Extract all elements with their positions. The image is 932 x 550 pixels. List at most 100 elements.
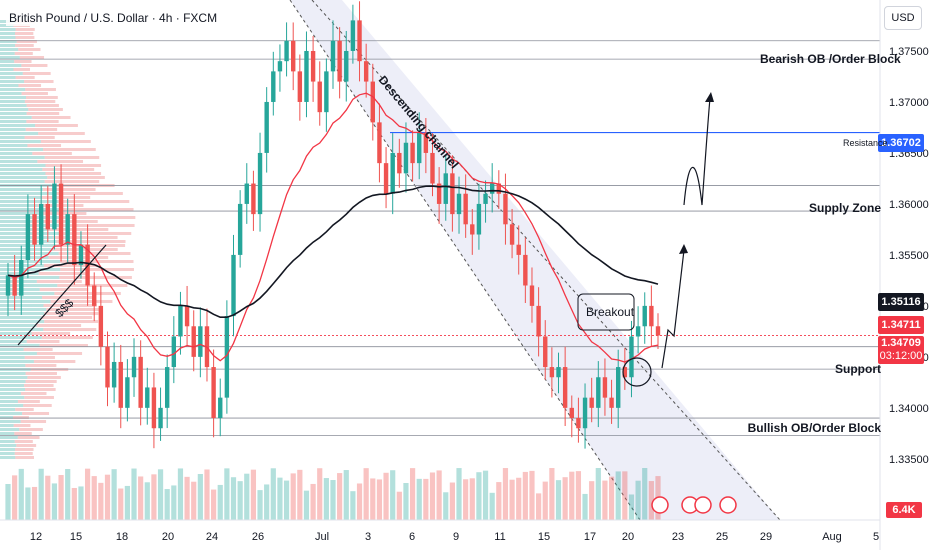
profile-bar-up — [0, 256, 49, 259]
profile-bar-up — [0, 336, 42, 339]
volume-bar — [476, 472, 482, 520]
x-tick-label: Aug — [822, 531, 842, 543]
profile-bar-down — [44, 180, 100, 183]
profile-bar-up — [0, 352, 37, 355]
candle-body — [629, 336, 634, 378]
profile-bar-up — [0, 276, 60, 279]
profile-bar-down — [42, 188, 96, 191]
profile-bar-up — [0, 300, 51, 303]
profile-bar-down — [43, 148, 96, 151]
profile-bar-up — [0, 372, 26, 375]
volume-bar — [71, 487, 77, 520]
volume-bar — [303, 490, 310, 520]
candle-body — [436, 183, 442, 204]
profile-bar-up — [0, 124, 36, 127]
candle-body — [516, 244, 521, 255]
candle-body — [131, 356, 137, 378]
profile-bar-up — [0, 84, 19, 87]
profile-bar-up — [0, 72, 23, 75]
profile-bar-down — [17, 400, 40, 403]
candle-body — [164, 367, 170, 408]
profile-bar-down — [14, 440, 33, 443]
profile-bar-down — [25, 380, 57, 383]
profile-bar-up — [0, 360, 34, 363]
profile-bar-down — [25, 128, 58, 131]
profile-bar-down — [15, 408, 34, 411]
profile-bar-down — [15, 448, 34, 451]
profile-bar-down — [36, 280, 82, 283]
profile-bar-down — [38, 132, 85, 135]
candle-body — [496, 183, 502, 194]
volume-bar — [469, 478, 475, 520]
profile-bar-up — [0, 40, 17, 43]
profile-bar-up — [0, 348, 24, 351]
candle-body — [417, 132, 422, 164]
profile-bar-down — [31, 116, 71, 119]
volume-bar — [582, 493, 588, 520]
profile-bar-down — [18, 84, 42, 87]
volume-bar — [489, 492, 495, 520]
profile-bar-down — [59, 276, 132, 279]
volume-bar — [65, 469, 71, 520]
candle-body — [251, 183, 256, 215]
volume-bar — [197, 474, 203, 520]
volume-bar — [84, 468, 91, 520]
volume-bar — [144, 482, 150, 520]
currency-selector[interactable]: USD — [884, 6, 922, 30]
volume-bar — [516, 477, 522, 520]
volume-bar — [608, 476, 615, 520]
profile-bar-down — [15, 36, 35, 39]
candle-body — [224, 316, 230, 398]
candle-body — [370, 81, 375, 123]
candle-body — [58, 183, 64, 245]
volume-bars — [5, 468, 661, 520]
candle-body — [45, 203, 50, 230]
profile-bar-down — [36, 352, 83, 355]
volume-bar — [356, 483, 363, 520]
volume-bar — [383, 472, 389, 520]
profile-bar-down — [20, 392, 47, 395]
profile-bar-up — [0, 100, 25, 103]
profile-bar-up — [0, 192, 56, 195]
x-tick-label: 6 — [409, 531, 415, 543]
volume-bar — [211, 489, 217, 520]
profile-bar-up — [0, 404, 24, 407]
candle-body — [65, 214, 70, 245]
profile-bar-down — [38, 272, 86, 275]
profile-bar-up — [0, 364, 26, 367]
candle-body — [38, 203, 44, 245]
candle-body — [98, 305, 104, 347]
profile-bar-up — [0, 88, 26, 91]
candle-body — [357, 20, 362, 62]
candle-body — [489, 183, 495, 194]
profile-bar-up — [0, 120, 27, 123]
profile-bar-up — [0, 212, 39, 215]
profile-bar-down — [25, 88, 56, 91]
candle-body — [536, 305, 541, 337]
profile-bar-up — [0, 48, 19, 51]
profile-bar-up — [0, 284, 58, 287]
profile-bar-down — [24, 136, 55, 139]
volume-bar — [78, 486, 84, 520]
volume-bar — [509, 479, 515, 520]
profile-bar-up — [0, 128, 26, 131]
profile-bar-up — [0, 180, 45, 183]
volume-bar — [164, 489, 170, 520]
profile-bar-up — [0, 76, 16, 79]
volume-bar — [31, 486, 38, 520]
profile-bar-up — [0, 144, 28, 147]
profile-bar-up — [0, 160, 38, 163]
candle-body — [184, 305, 190, 327]
volume-bar — [330, 480, 336, 520]
candle-body — [483, 193, 488, 204]
candle-body — [111, 361, 117, 388]
x-tick-label: Jul — [315, 531, 329, 543]
profile-bar-down — [48, 228, 109, 231]
candle-body — [291, 40, 296, 72]
profile-bar-up — [0, 96, 27, 99]
candle-body — [397, 152, 402, 174]
x-tick-label: 24 — [206, 531, 218, 543]
